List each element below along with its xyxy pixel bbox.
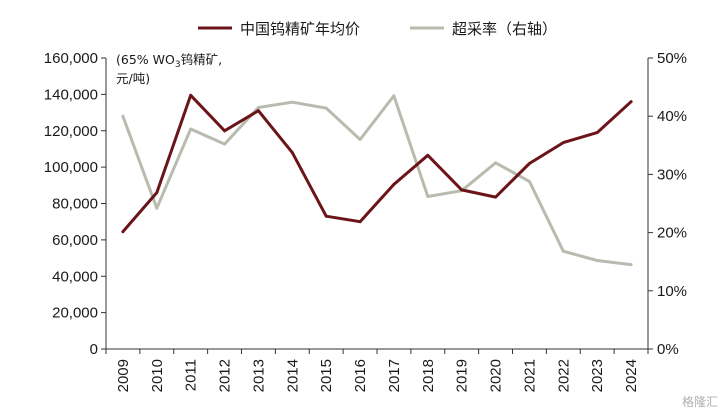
left-axis-ticks: 0 20,000 40,000 60,000 80,000 100,000 120,000 1… [44, 50, 106, 358]
price-series-point [392, 183, 396, 186]
right-tick-label: 20% [657, 225, 687, 242]
rate-series-point [494, 161, 497, 165]
left-tick-label: 0 [90, 341, 98, 358]
price-series-point [324, 214, 328, 218]
left-tick-label: 160,000 [44, 50, 98, 67]
price-series-line [121, 93, 633, 234]
unit-label-line1: (65% WO3钨精矿, [116, 52, 222, 70]
price-series-point [460, 188, 464, 192]
x-tick-label: 2023 [589, 359, 606, 392]
x-tick-label: 2020 [488, 359, 505, 392]
price-series-point [494, 195, 497, 199]
series-rate [121, 94, 633, 267]
left-tick-label: 40,000 [52, 268, 98, 285]
price-series-point [189, 93, 193, 97]
price-series-point [121, 230, 125, 234]
rate-series-point [595, 259, 599, 262]
series-price [121, 93, 633, 234]
unit-label-line2: 元/吨) [116, 71, 150, 86]
rate-series-point [324, 106, 328, 110]
x-tick-label: 2011 [183, 359, 200, 391]
x-tick-label: 2021 [521, 359, 538, 392]
price-series-point [595, 131, 599, 135]
rate-series-point [561, 249, 565, 253]
rate-series-point [528, 180, 531, 183]
x-tick-label: 2009 [115, 359, 132, 392]
rate-series-point [121, 114, 125, 118]
price-series-point [358, 220, 362, 224]
unit-label-subscript: 3 [175, 60, 181, 70]
right-axis-ticks: 0% 10% 20% 30% 40% 50% [648, 50, 687, 358]
x-tick-label: 2013 [250, 359, 267, 392]
price-series-point [629, 100, 633, 104]
rate-series-point [629, 263, 633, 266]
rate-series-point [426, 195, 430, 198]
rate-series-point [155, 206, 159, 210]
rate-series-point [290, 100, 294, 104]
x-tick-label: 2015 [318, 359, 335, 392]
x-tick-label: 2024 [623, 359, 640, 392]
left-tick-label: 80,000 [52, 196, 98, 213]
x-tick-label: 2017 [386, 359, 403, 392]
legend: 中国钨精矿年均价 超采率（右轴） [198, 20, 557, 38]
left-tick-label: 140,000 [44, 86, 98, 103]
x-tick-label: 2022 [555, 359, 572, 392]
x-tick-label: 2012 [217, 359, 234, 392]
right-tick-label: 0% [657, 341, 679, 358]
left-tick-label: 120,000 [44, 123, 98, 140]
price-series-point [257, 109, 260, 113]
price-series-point [155, 191, 159, 195]
watermark: 格隆汇 [681, 395, 718, 409]
right-tick-label: 30% [657, 166, 687, 183]
price-series-point [290, 151, 294, 155]
x-tick-label: 2010 [149, 359, 166, 392]
unit-label-suffix: 钨精矿, [181, 52, 222, 67]
left-tick-label: 100,000 [44, 159, 98, 176]
rate-series-line [121, 94, 633, 267]
left-tick-label: 60,000 [52, 232, 98, 249]
right-tick-label: 40% [657, 108, 687, 125]
x-tick-label: 2014 [284, 359, 301, 392]
price-series-point [426, 153, 430, 157]
rate-series-point [223, 142, 227, 146]
price-series-point [561, 141, 565, 145]
right-tick-label: 10% [657, 283, 687, 300]
price-series-point [223, 129, 227, 133]
left-tick-label: 20,000 [52, 305, 98, 322]
x-axis-ticks: 2009 2010 2011 2012 2013 2014 2015 2016 2017 2018… [105, 349, 649, 392]
x-tick-label: 2016 [352, 359, 369, 392]
rate-series-point [257, 106, 260, 109]
legend-label-rate: 超采率（右轴） [452, 20, 557, 38]
legend-label-price: 中国钨精矿年均价 [240, 20, 360, 38]
unit-label-prefix: (65% WO [116, 52, 175, 67]
x-tick-label: 2018 [420, 359, 437, 392]
rate-series-point [392, 94, 396, 98]
right-tick-label: 50% [657, 50, 687, 67]
rate-series-point [189, 127, 193, 131]
x-tick-label: 2019 [454, 359, 471, 392]
rate-series-point [358, 138, 362, 141]
price-series-point [528, 162, 531, 165]
